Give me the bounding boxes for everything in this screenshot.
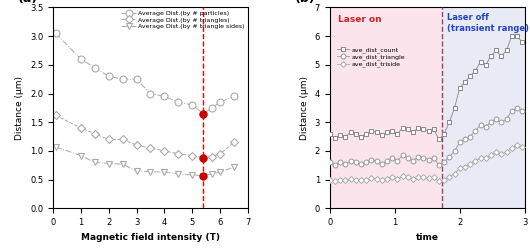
X-axis label: time: time: [416, 233, 439, 242]
Bar: [330, 7, 442, 208]
Text: (b): (b): [295, 0, 315, 5]
Y-axis label: Distance (μm): Distance (μm): [15, 76, 24, 140]
Bar: [442, 7, 525, 208]
Text: (a): (a): [18, 0, 38, 5]
Legend: Average Dist.(by # particles), Average Dist.(by # triangles), Average Dist.(by #: Average Dist.(by # particles), Average D…: [121, 11, 245, 29]
Legend: ave_dist_count, ave_dist_triangle, ave_dist_triside: ave_dist_count, ave_dist_triangle, ave_d…: [337, 47, 405, 67]
Y-axis label: Distance (μm): Distance (μm): [300, 76, 309, 140]
Text: Laser off
(transient range): Laser off (transient range): [447, 13, 529, 33]
X-axis label: Magnetic field intensity (T): Magnetic field intensity (T): [81, 233, 220, 242]
Text: Laser on: Laser on: [338, 15, 381, 25]
